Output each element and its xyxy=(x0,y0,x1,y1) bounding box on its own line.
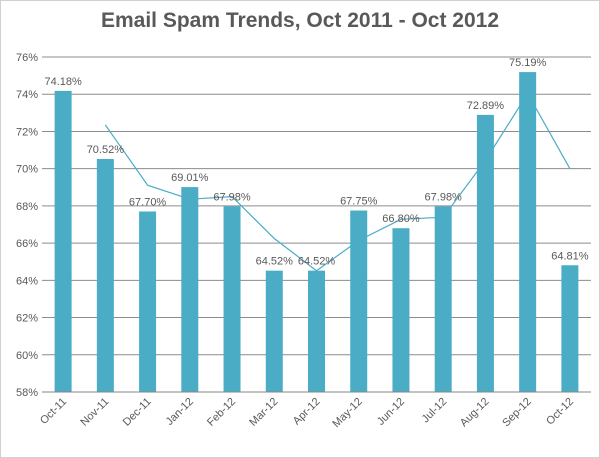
trend-line xyxy=(104,92,571,272)
chart-title: Email Spam Trends, Oct 2011 - Oct 2012 xyxy=(100,9,500,32)
x-tick-label: Jun-12 xyxy=(375,396,407,428)
x-tick-label: May-12 xyxy=(330,396,364,430)
data-label: 67.75% xyxy=(340,196,378,208)
data-label: 67.98% xyxy=(425,191,463,203)
x-tick-label: Feb-12 xyxy=(205,396,238,429)
data-label: 67.98% xyxy=(213,191,251,203)
x-tick-label: Jan-12 xyxy=(164,396,196,428)
bar xyxy=(139,211,157,392)
bar xyxy=(561,265,579,392)
y-tick-label: 74% xyxy=(16,89,38,101)
bar xyxy=(392,228,410,392)
y-tick-label: 62% xyxy=(16,313,38,325)
bar xyxy=(308,270,325,392)
y-tick-label: 76% xyxy=(16,52,38,64)
data-label: 74.18% xyxy=(44,76,82,88)
x-tick-label: Nov-11 xyxy=(78,396,111,429)
x-tick-label: Apr-12 xyxy=(291,396,323,428)
bar xyxy=(54,90,72,392)
data-label: 75.19% xyxy=(509,57,547,69)
data-labels: 74.18% 70.52% 67.70% 69.01% 67.98% 64.52% 64.5… xyxy=(44,57,588,268)
y-tick-label: 70% xyxy=(16,164,38,176)
data-label: 69.01% xyxy=(171,172,209,184)
data-label: 64.52% xyxy=(298,256,336,268)
bar xyxy=(223,206,241,392)
bar xyxy=(265,270,283,392)
bar xyxy=(181,187,199,392)
bar xyxy=(476,114,494,392)
y-tick-label: 68% xyxy=(16,201,38,213)
trend-line-path xyxy=(104,92,571,272)
data-label: 70.52% xyxy=(87,144,125,156)
data-label: 67.70% xyxy=(129,196,167,208)
data-label: 66.80% xyxy=(382,213,420,225)
x-tick-label: Mar-12 xyxy=(247,396,280,429)
data-label: 64.81% xyxy=(551,250,589,262)
x-tick-label: Oct-11 xyxy=(38,396,69,427)
y-tick-label: 66% xyxy=(16,238,38,250)
y-tick-label: 72% xyxy=(16,126,38,138)
y-tick-label: 60% xyxy=(16,350,38,362)
bars xyxy=(54,72,579,392)
x-tick-label: Dec-11 xyxy=(121,396,154,429)
bar xyxy=(96,158,114,392)
x-tick-label: Sep-12 xyxy=(500,396,534,430)
data-label: 64.52% xyxy=(256,256,294,268)
x-tick-label: Aug-12 xyxy=(458,396,492,430)
bar xyxy=(519,72,537,392)
bar xyxy=(434,206,452,392)
y-tick-label: 58% xyxy=(16,387,38,399)
y-tick-label: 64% xyxy=(16,275,38,287)
bar xyxy=(350,210,368,392)
data-label: 72.89% xyxy=(467,100,505,112)
x-tick-label: Oct-12 xyxy=(544,396,576,428)
x-tick-label: Jul-12 xyxy=(420,396,450,426)
